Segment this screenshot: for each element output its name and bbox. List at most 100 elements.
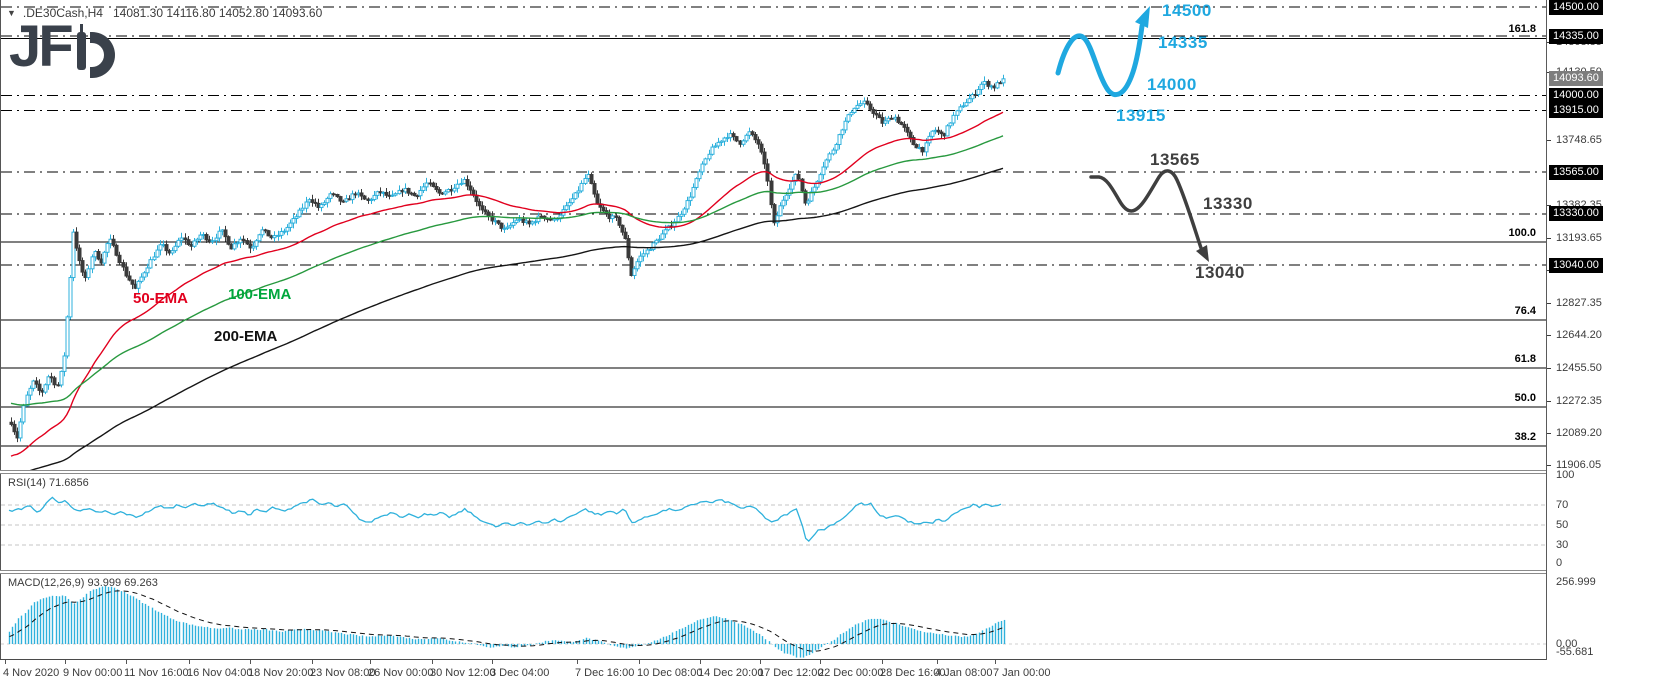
fib-label: 50.0 [1514, 391, 1536, 404]
date-label: 26 Nov 00:00 [368, 667, 434, 679]
candle-body [455, 183, 460, 189]
candle-body [511, 222, 516, 226]
candle-body [130, 279, 135, 285]
chevron-down-icon[interactable]: ▼ [7, 8, 16, 18]
candle-body [731, 133, 736, 138]
date-label: 23 Nov 08:00 [310, 667, 376, 679]
candle-body [679, 213, 684, 217]
bullish-projection-arrow [1055, 23, 1145, 98]
macd-panel[interactable]: MACD(12,26,9) 93.999 69.263 [0, 574, 1547, 659]
candle-body [697, 171, 702, 180]
candle-body [837, 134, 842, 145]
candle-body [955, 110, 960, 116]
date-label: 9 Nov 00:00 [63, 667, 123, 679]
candle-body [279, 231, 284, 236]
price-tick-label: 12827.35 [1556, 296, 1602, 309]
candle-body [589, 174, 594, 185]
candle-body [964, 102, 969, 107]
price-tick-mark [1547, 465, 1551, 467]
candle-body [821, 166, 826, 176]
price-tick-mark [1547, 368, 1551, 370]
candle-body [145, 267, 150, 274]
candle-body [762, 151, 767, 165]
candle-body [579, 182, 584, 192]
fib-label: 161.8 [1508, 23, 1536, 36]
candle-body [43, 384, 48, 393]
candle-body [459, 182, 464, 185]
candle-body [961, 105, 966, 108]
macd-chart[interactable] [1, 574, 1547, 659]
price-axis[interactable]: 14303.8514130.5013748.6513382.3513193.65… [1546, 0, 1655, 660]
candle-body [827, 153, 832, 161]
rsi-line [8, 496, 1002, 543]
candle-body [920, 147, 925, 153]
rsi-chart[interactable] [1, 474, 1547, 570]
candle-body [967, 98, 972, 104]
candle-body [62, 355, 67, 372]
candle-body [499, 222, 504, 229]
candle-body [217, 230, 222, 239]
candle-body [567, 202, 572, 207]
candle-body [74, 231, 79, 249]
candle-body [291, 217, 296, 224]
candle-body [741, 140, 746, 145]
candle-body [787, 188, 792, 196]
candle-body [657, 238, 662, 241]
rsi-axis-label: 100 [1556, 469, 1575, 481]
time-tick-mark [432, 660, 433, 664]
date-label: 4 Jan 08:00 [935, 667, 993, 679]
candle-body [806, 200, 811, 204]
current-price-badge: 14093.60 [1549, 71, 1603, 87]
candle-body [480, 205, 485, 211]
candle-body [139, 276, 144, 282]
time-tick-mark [5, 660, 6, 664]
candle-body [694, 178, 699, 188]
date-label: 17 Dec 12:00 [758, 667, 824, 679]
candle-body [868, 103, 873, 110]
date-label: 18 Nov 20:00 [248, 667, 314, 679]
time-axis[interactable]: 4 Nov 2020 9 Nov 00:00 11 Nov 16:00 16 Nov … [0, 660, 1655, 687]
time-tick-mark [882, 660, 883, 664]
candle-body [393, 193, 398, 196]
time-tick-mark [189, 660, 190, 664]
candle-body [474, 194, 479, 203]
price-level-badge: 14335.00 [1549, 28, 1603, 44]
candle-body [629, 257, 634, 276]
candle-body [86, 268, 91, 279]
candle-body [272, 235, 277, 239]
rsi-panel[interactable]: RSI(14) 71.6856 [0, 474, 1547, 570]
candle-body [319, 204, 324, 209]
candle-body [127, 275, 132, 281]
ohlc-values: 14081.30 14116.80 14052.80 14093.60 [112, 6, 323, 20]
candle-body [778, 205, 783, 217]
annotation-label: 14500 [1162, 1, 1212, 20]
candle-body [226, 236, 231, 245]
candle-body [90, 256, 95, 270]
ema-line [29, 167, 1004, 470]
candle-body [635, 261, 640, 270]
date-label: 10 Dec 08:00 [637, 667, 703, 679]
candle-body [204, 234, 209, 241]
candle-body [716, 141, 721, 147]
rsi-axis-label: 70 [1556, 499, 1569, 511]
candle-body [703, 158, 708, 165]
symbol-label: .DE30Cash,H4 [22, 6, 103, 20]
candle-body [979, 83, 984, 91]
date-label: 28 Dec 16:00 [880, 667, 946, 679]
candle-body [434, 185, 439, 191]
panel-separator[interactable] [0, 570, 1655, 574]
candle-body [124, 266, 129, 277]
candle-body [815, 180, 820, 188]
candle-body [781, 199, 786, 207]
main-chart-panel[interactable]: 161.8 100.0 76.4 61.8 50.0 38.2 14500 14335 1400… [0, 0, 1547, 470]
candle-body [623, 231, 628, 240]
candle-body [710, 146, 715, 155]
candlestick-chart[interactable] [1, 0, 1547, 470]
candle-body [483, 209, 488, 213]
time-tick-mark [250, 660, 251, 664]
candle-body [260, 229, 265, 236]
panel-separator[interactable] [0, 470, 1655, 474]
fib-label: 61.8 [1514, 353, 1536, 366]
annotation-label: 13040 [1195, 263, 1245, 282]
price-tick-label: 12455.50 [1556, 362, 1602, 375]
